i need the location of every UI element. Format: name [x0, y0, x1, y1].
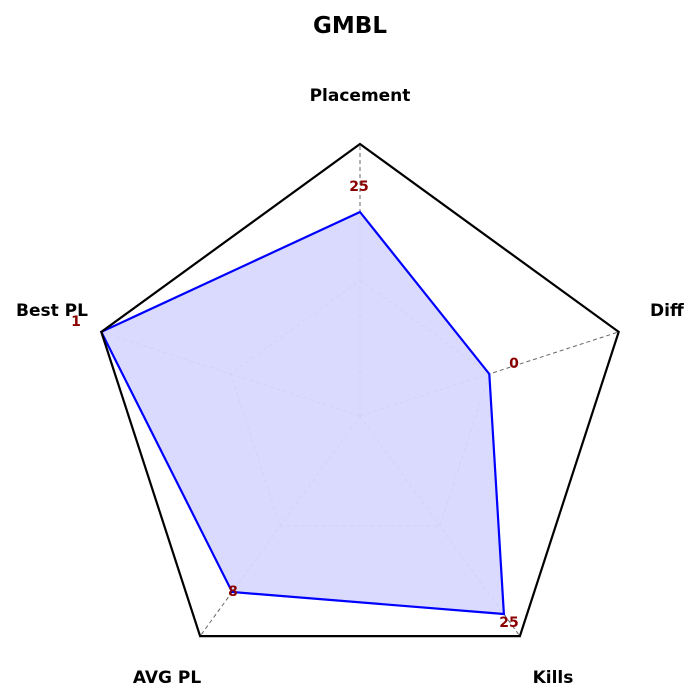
- axis-label-diff: Diff: [650, 301, 684, 321]
- value-label-kills: 25: [499, 615, 518, 631]
- value-label-diff: 0: [509, 356, 519, 372]
- series-layer: [99, 210, 506, 616]
- chart-title: GMBL: [313, 13, 387, 39]
- axis-label-avg-pl: AVG PL: [133, 668, 201, 688]
- axis-label-placement: Placement: [310, 86, 411, 106]
- axis-label-best-pl: Best PL: [16, 301, 88, 321]
- value-label-best-pl: 1: [71, 314, 81, 330]
- outline-layer: [100, 142, 620, 638]
- label-layer: Placement Diff Kills AVG PL Best PL 25 0 25 8 1: [16, 86, 684, 688]
- value-label-placement: 25: [349, 179, 368, 195]
- outer-pentagon: [100, 142, 620, 638]
- series-area: [101, 212, 504, 614]
- series-line: [99, 210, 506, 616]
- axis-label-kills: Kills: [533, 668, 574, 688]
- value-label-avg-pl: 8: [228, 584, 238, 600]
